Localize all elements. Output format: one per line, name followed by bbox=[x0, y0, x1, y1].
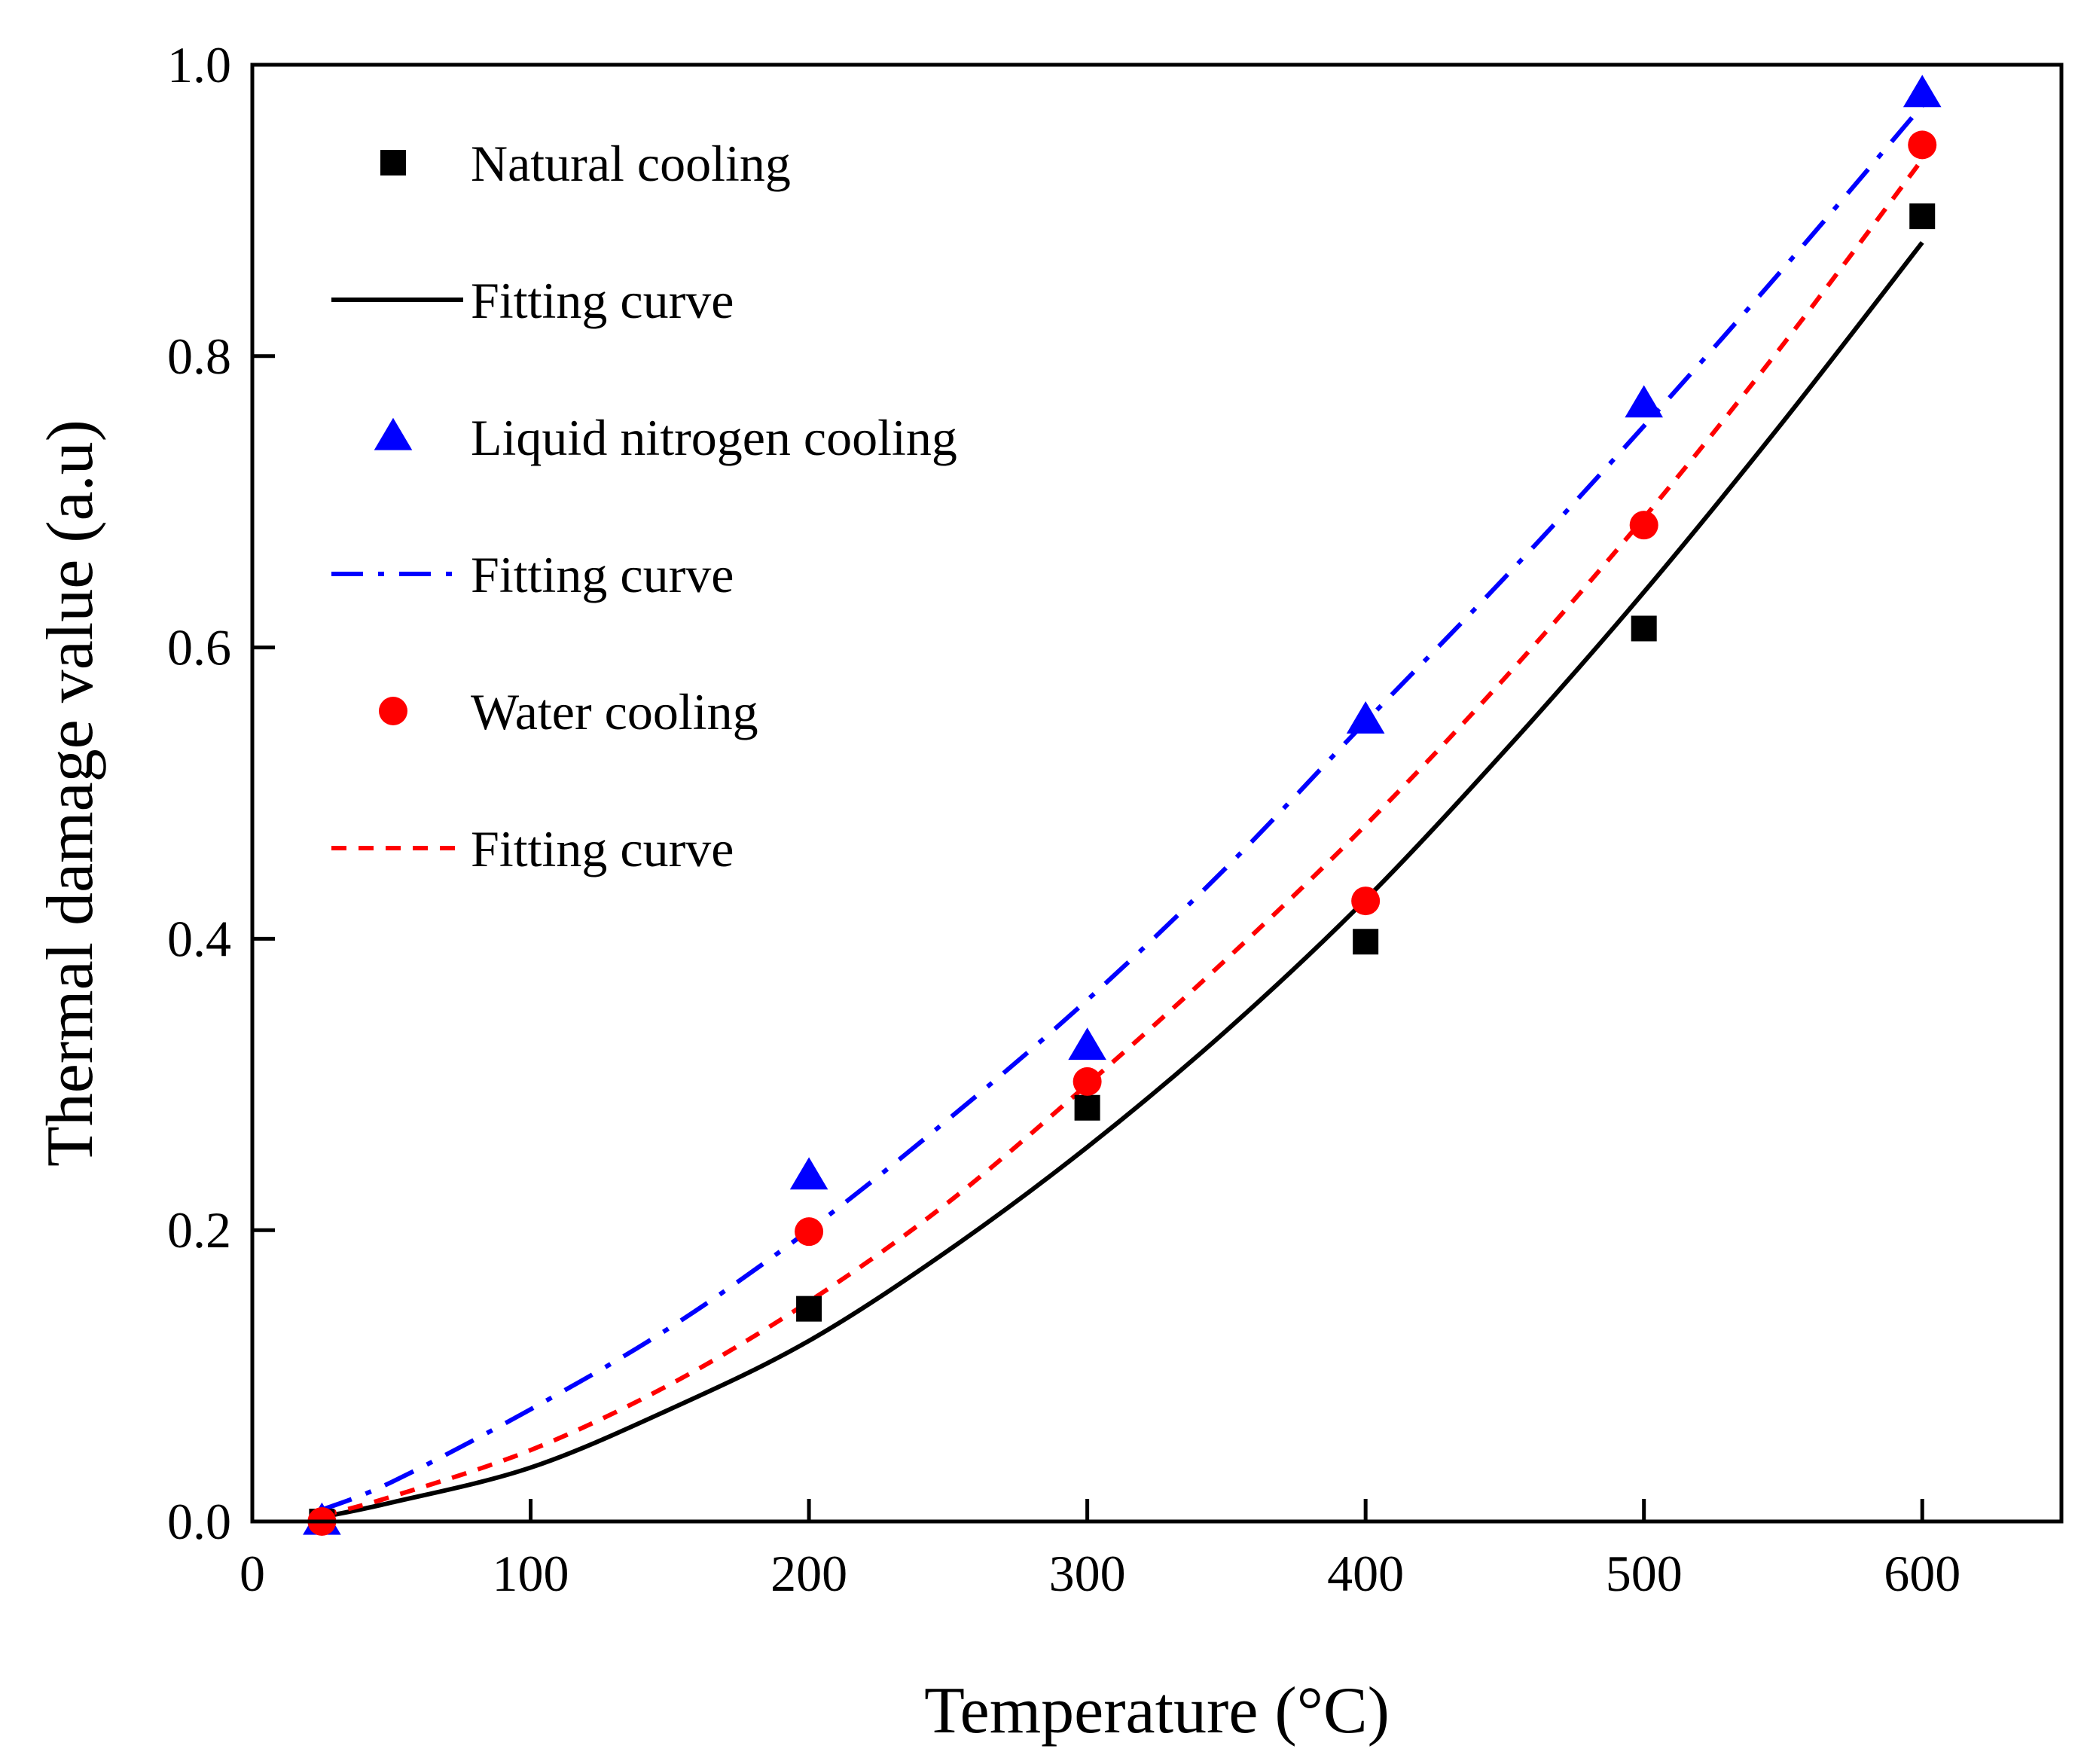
fitting-curve-1 bbox=[321, 241, 1924, 1520]
legend-marker-triangle bbox=[374, 417, 413, 450]
legend-label: Water cooling bbox=[471, 683, 758, 740]
data-point-square bbox=[1631, 615, 1657, 642]
x-axis-title: Temperature (°C) bbox=[924, 1674, 1390, 1747]
legend-label: Fitting curve bbox=[471, 820, 734, 877]
x-tick-label: 200 bbox=[770, 1545, 847, 1602]
y-tick-label: 0.6 bbox=[167, 619, 231, 676]
x-tick-label: 100 bbox=[493, 1545, 569, 1602]
legend-marker-circle bbox=[379, 697, 407, 725]
fitting-curve-5 bbox=[321, 157, 1924, 1518]
x-tick-label: 300 bbox=[1049, 1545, 1126, 1602]
legend-label: Fitting curve bbox=[471, 272, 734, 329]
data-point-circle bbox=[1351, 887, 1381, 916]
data-point-circle bbox=[1908, 130, 1937, 160]
data-point-circle bbox=[1629, 511, 1658, 540]
data-point-square bbox=[796, 1296, 822, 1322]
data-point-triangle bbox=[1625, 385, 1663, 418]
tick-labels: 0 100 200 300 400 500 600 0.0 0.2 0.4 0.6 0.8 1.0 bbox=[167, 36, 1960, 1602]
x-tick-label: 500 bbox=[1606, 1545, 1683, 1602]
data-point-triangle bbox=[1902, 75, 1942, 108]
data-point-triangle bbox=[1346, 701, 1385, 734]
data-point-triangle bbox=[1068, 1027, 1106, 1061]
data-point-triangle bbox=[789, 1157, 828, 1190]
legend-marker-square bbox=[380, 150, 406, 175]
x-tick-label: 0 bbox=[240, 1545, 265, 1602]
legend-label: Liquid nitrogen cooling bbox=[471, 409, 957, 466]
x-tick-label: 600 bbox=[1884, 1545, 1960, 1602]
y-tick-label: 0.0 bbox=[167, 1493, 231, 1550]
legend-label: Fitting curve bbox=[471, 546, 734, 603]
y-tick-label: 0.2 bbox=[167, 1201, 231, 1259]
y-axis-title: Thermal damage value (a.u) bbox=[34, 420, 107, 1167]
data-point-circle bbox=[1073, 1067, 1102, 1096]
x-tick-label: 400 bbox=[1327, 1545, 1404, 1602]
plot-frame bbox=[250, 63, 2064, 1524]
data-point-circle bbox=[795, 1217, 824, 1247]
y-tick-label: 0.4 bbox=[167, 910, 231, 967]
y-tick-label: 1.0 bbox=[167, 36, 231, 93]
legend-label: Natural cooling bbox=[471, 135, 791, 192]
data-point-square bbox=[1074, 1094, 1100, 1121]
y-tick-label: 0.8 bbox=[167, 328, 231, 385]
legend: Natural cooling Fitting curve Liquid nitro… bbox=[331, 135, 957, 877]
data-point-square bbox=[1353, 929, 1379, 955]
data-point-square bbox=[1909, 203, 1936, 230]
